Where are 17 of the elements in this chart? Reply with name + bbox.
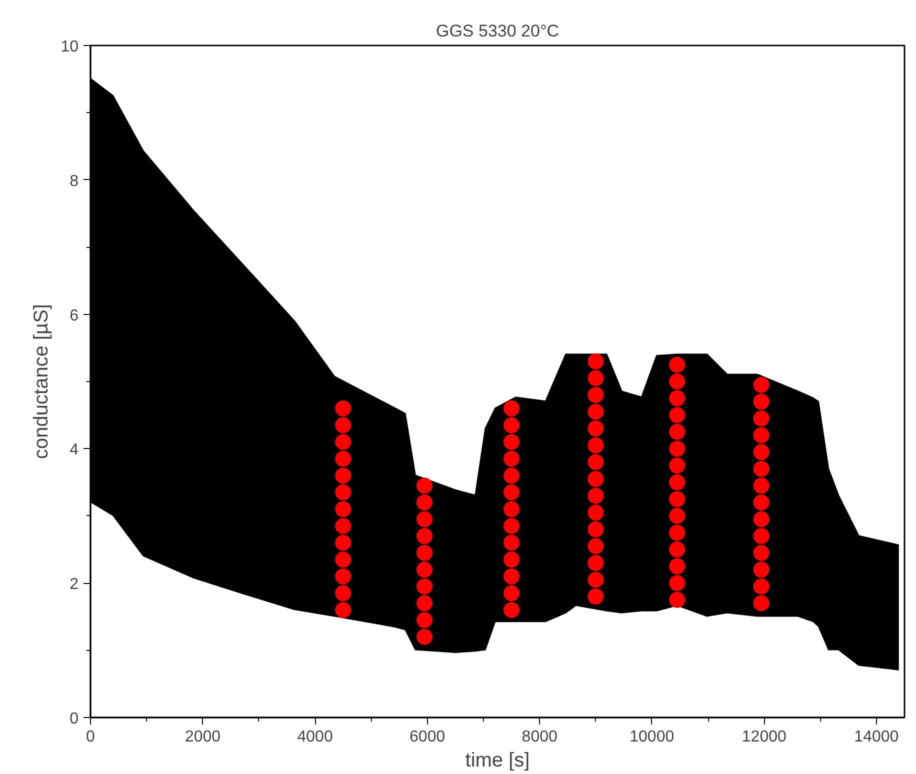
x-axis-title: time [s] [465, 750, 530, 772]
y-tick-label: 0 [70, 710, 79, 728]
y-tick-label: 4 [70, 442, 79, 459]
y-tick-label: 10 [60, 38, 79, 56]
y-tick-label: 2 [70, 576, 79, 594]
x-tick-label: 4000 [297, 728, 333, 746]
chart-title: GGS 5330 20°C [436, 22, 560, 40]
x-tick-label: 14000 [854, 728, 899, 746]
y-tick-label: 6 [70, 307, 79, 324]
x-tick-label: 8000 [522, 728, 558, 746]
x-tick-label: 12000 [742, 728, 787, 746]
x-tick-label: 0 [86, 728, 96, 746]
x-tick-label: 2000 [184, 728, 221, 746]
x-tick-label: 10000 [630, 728, 674, 746]
y-axis-title: conductance [µS] [30, 304, 53, 459]
y-tick-label: 8 [70, 172, 79, 190]
x-tick-label: 6000 [410, 728, 446, 746]
